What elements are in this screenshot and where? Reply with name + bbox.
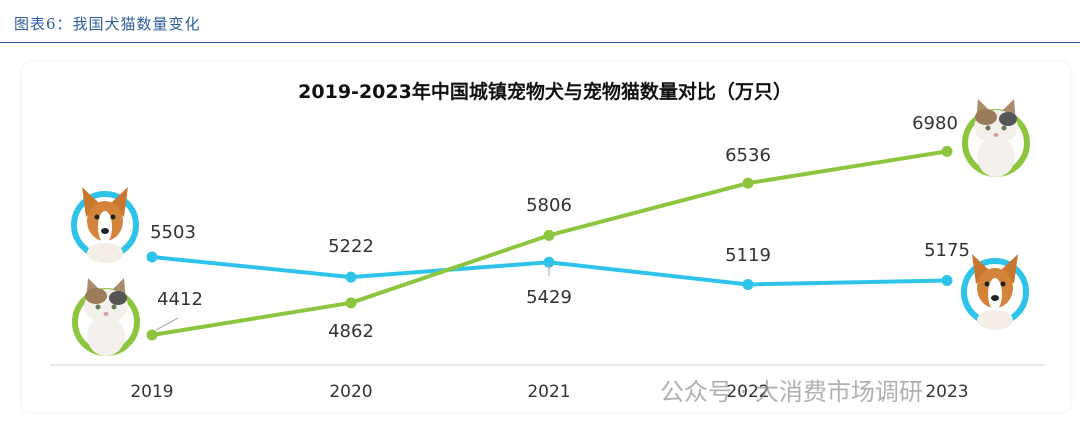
dog-data-label: 5429 bbox=[526, 287, 572, 308]
dog-data-point bbox=[742, 278, 754, 290]
cat-data-label: 5806 bbox=[526, 195, 572, 216]
cat-data-point bbox=[146, 329, 158, 341]
dog-data-point bbox=[345, 271, 357, 283]
dog-data-label: 5119 bbox=[725, 245, 771, 266]
dog-data-point bbox=[543, 256, 555, 268]
x-tick-label: 2021 bbox=[527, 382, 570, 402]
cat-data-point bbox=[543, 229, 555, 241]
dog-data-label: 5175 bbox=[924, 240, 970, 261]
cat-icon bbox=[72, 278, 140, 356]
cat-data-point bbox=[941, 145, 953, 157]
cat-data-label: 4862 bbox=[328, 321, 374, 342]
watermark-text: 公众号 · 大消费市场调研 bbox=[660, 378, 923, 406]
figure-header: 图表6：我国犬猫数量变化 bbox=[0, 0, 1080, 43]
dog-data-point bbox=[941, 274, 953, 286]
chart-title: 2019-2023年中国城镇宠物犬与宠物猫数量对比（万只） bbox=[298, 80, 792, 103]
cat-data-point bbox=[345, 297, 357, 309]
cat-icon bbox=[962, 99, 1030, 177]
cat-data-label: 4412 bbox=[157, 289, 203, 310]
dog-data-label: 5222 bbox=[328, 236, 374, 257]
x-tick-label: 2023 bbox=[925, 382, 968, 402]
dog-data-point bbox=[146, 251, 158, 263]
dog-icon bbox=[71, 187, 139, 263]
x-tick-label: 2020 bbox=[329, 382, 372, 402]
dog-icon bbox=[961, 254, 1029, 330]
cat-label-leader bbox=[155, 317, 179, 331]
figure-caption: 图表6：我国犬猫数量变化 bbox=[14, 15, 201, 33]
cat-data-label: 6536 bbox=[725, 145, 771, 166]
cat-data-label: 6980 bbox=[912, 113, 958, 134]
dog-data-label: 5503 bbox=[150, 222, 196, 243]
x-tick-label: 2019 bbox=[130, 382, 173, 402]
x-tick-label: 2022 bbox=[726, 382, 769, 402]
cat-data-point bbox=[742, 177, 754, 189]
